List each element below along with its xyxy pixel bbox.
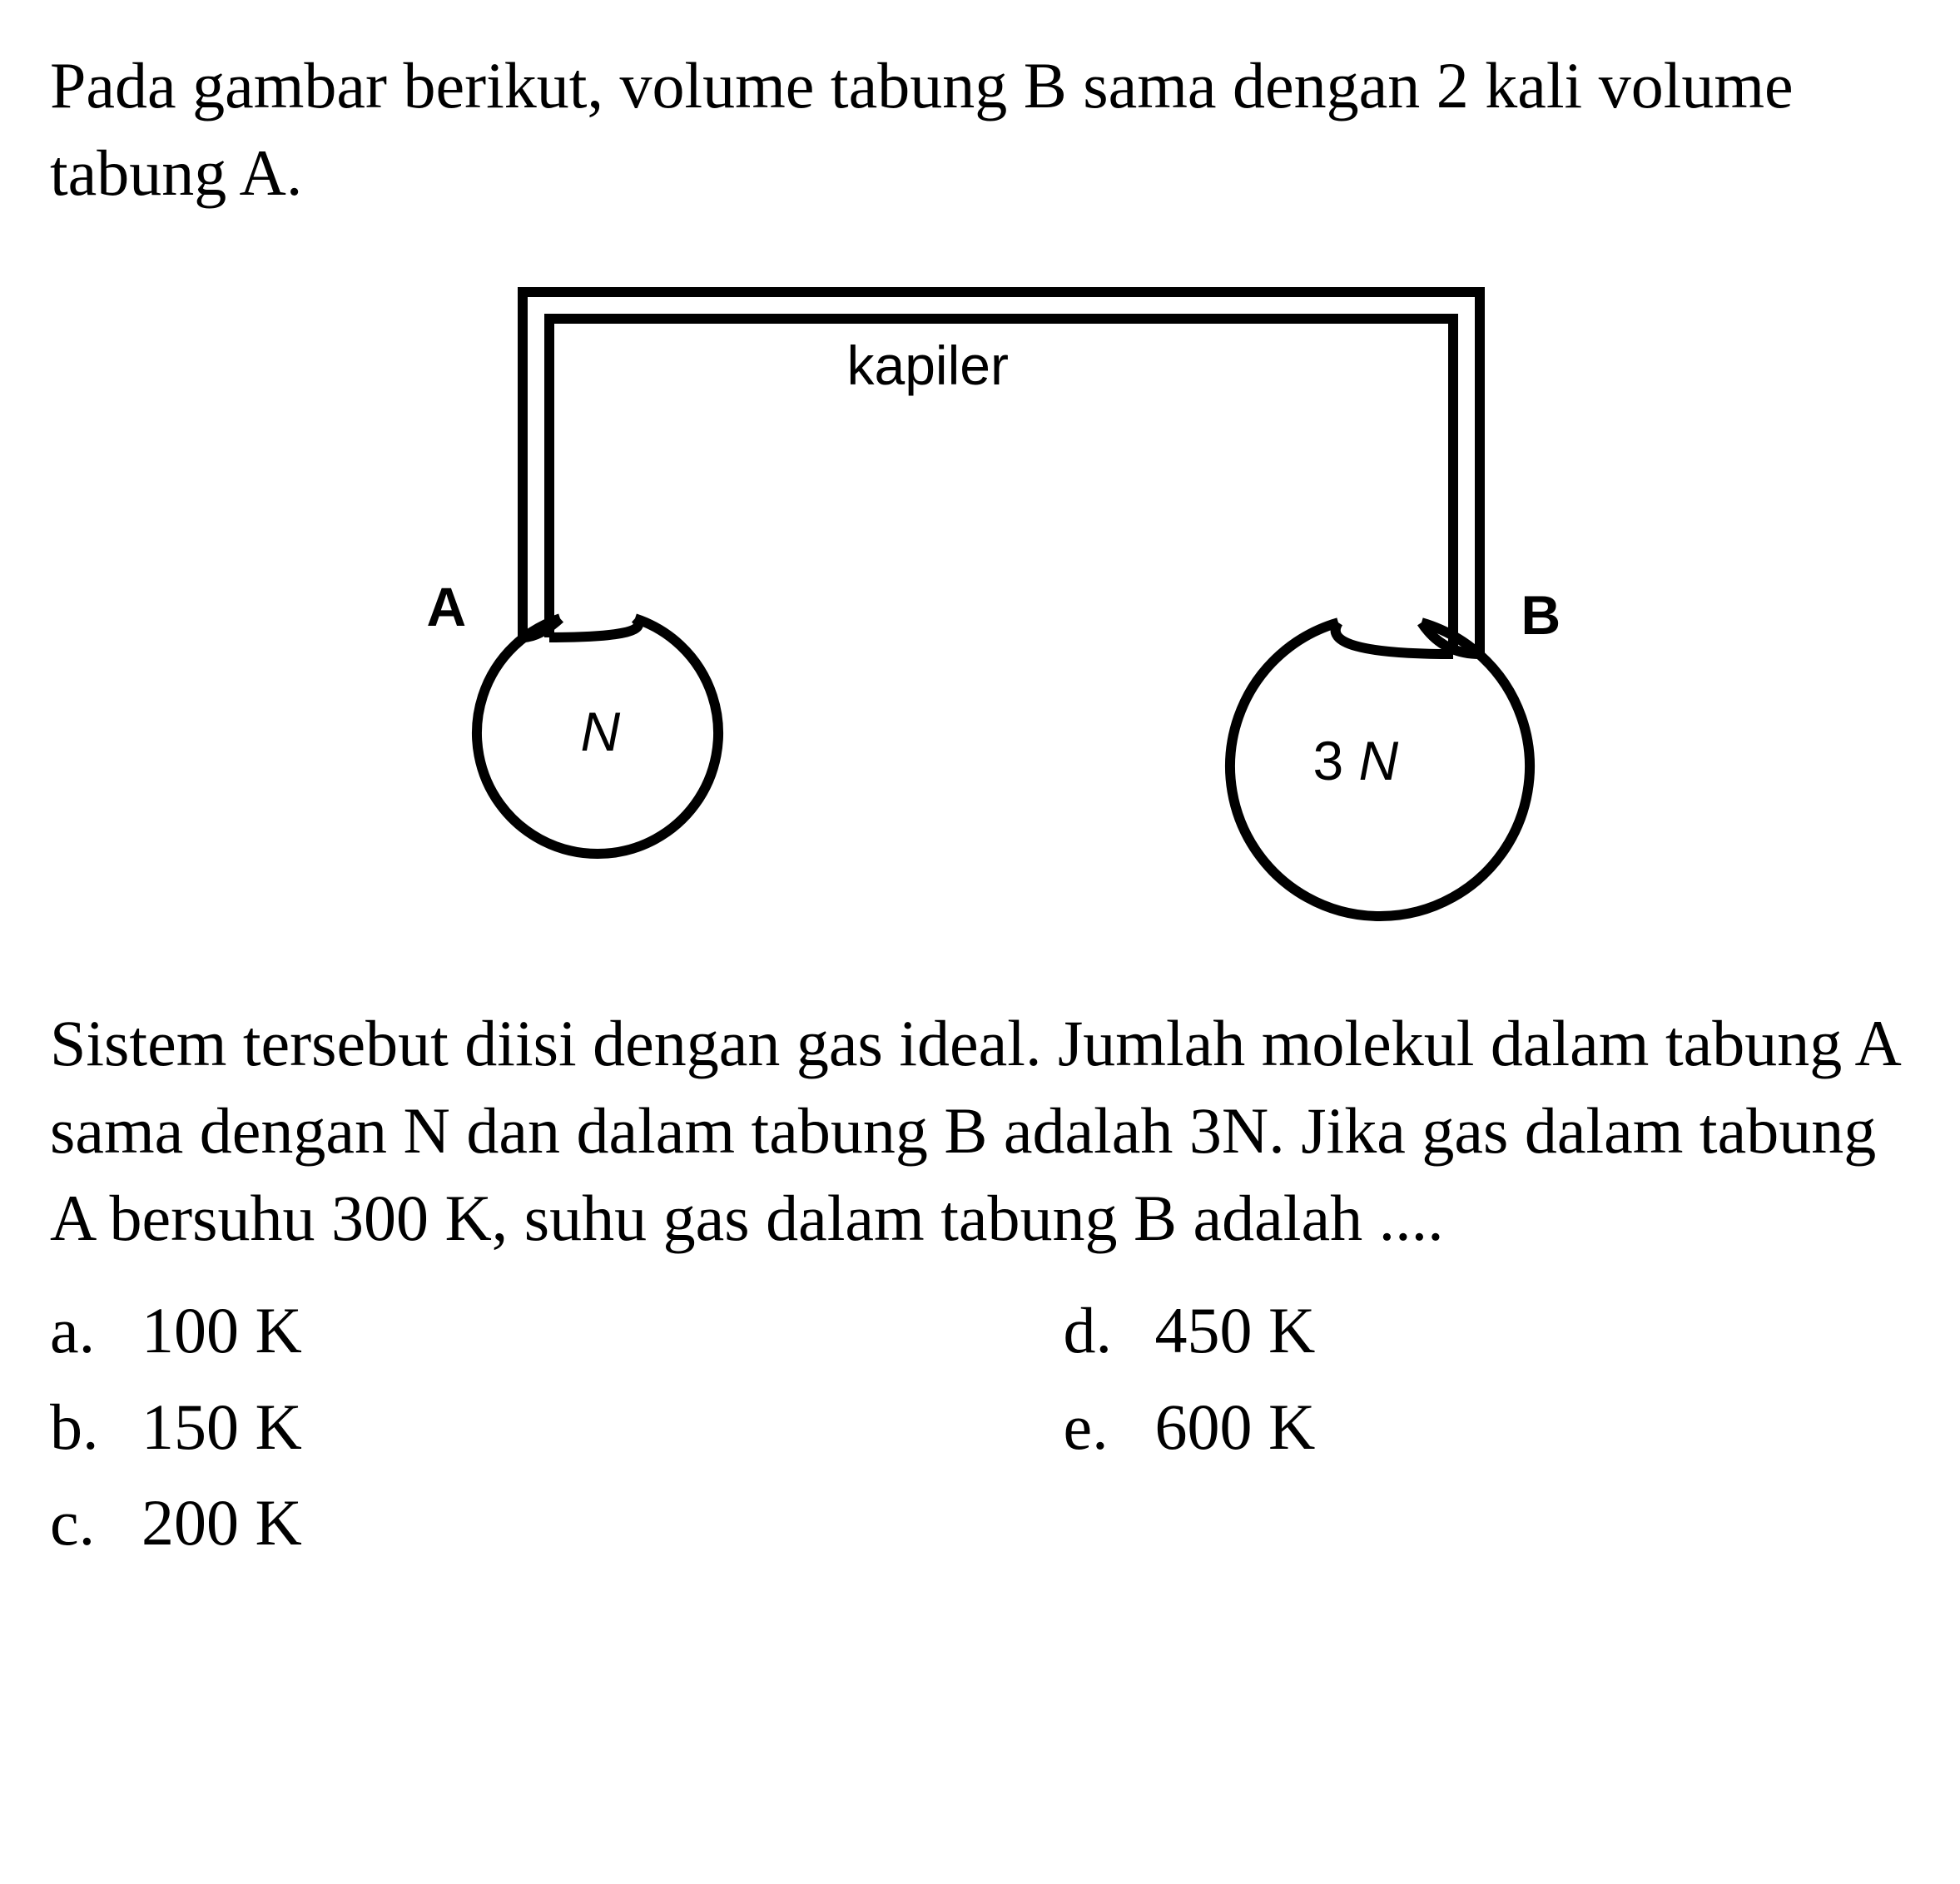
option-e: e. 600 K [1064, 1383, 1911, 1470]
option-c: c. 200 K [50, 1479, 897, 1566]
option-c-text: 200 K [141, 1479, 302, 1566]
option-a: a. 100 K [50, 1287, 897, 1374]
diagram-container: kapiler A B N 3 N [50, 267, 1910, 949]
option-b-text: 150 K [141, 1383, 302, 1470]
question-intro: Pada gambar berikut, volume tabung B sam… [50, 42, 1910, 217]
option-e-text: 600 K [1155, 1383, 1316, 1470]
option-c-letter: c. [50, 1479, 100, 1566]
option-d: d. 450 K [1064, 1287, 1911, 1374]
tube-b-inner-var: N [1359, 730, 1399, 791]
tube-a-label: A [427, 575, 467, 638]
kapiler-label: kapiler [847, 334, 1009, 397]
options-grid: a. 100 K d. 450 K b. 150 K e. 600 K c. 2… [50, 1287, 1910, 1566]
tube-b-label: B [1521, 583, 1561, 647]
option-a-text: 100 K [141, 1287, 302, 1374]
question-body: Sistem tersebut diisi dengan gas ideal. … [50, 999, 1910, 1262]
tube-b-inner-prefix: 3 [1313, 730, 1359, 791]
option-d-text: 450 K [1155, 1287, 1316, 1374]
option-a-letter: a. [50, 1287, 100, 1374]
option-b: b. 150 K [50, 1383, 897, 1470]
tube-b-inner: 3 N [1313, 729, 1399, 792]
capillary-diagram: kapiler A B N 3 N [315, 267, 1646, 949]
option-e-letter: e. [1064, 1383, 1114, 1470]
tube-a-inner: N [581, 700, 621, 763]
option-d-letter: d. [1064, 1287, 1114, 1374]
option-b-letter: b. [50, 1383, 100, 1470]
